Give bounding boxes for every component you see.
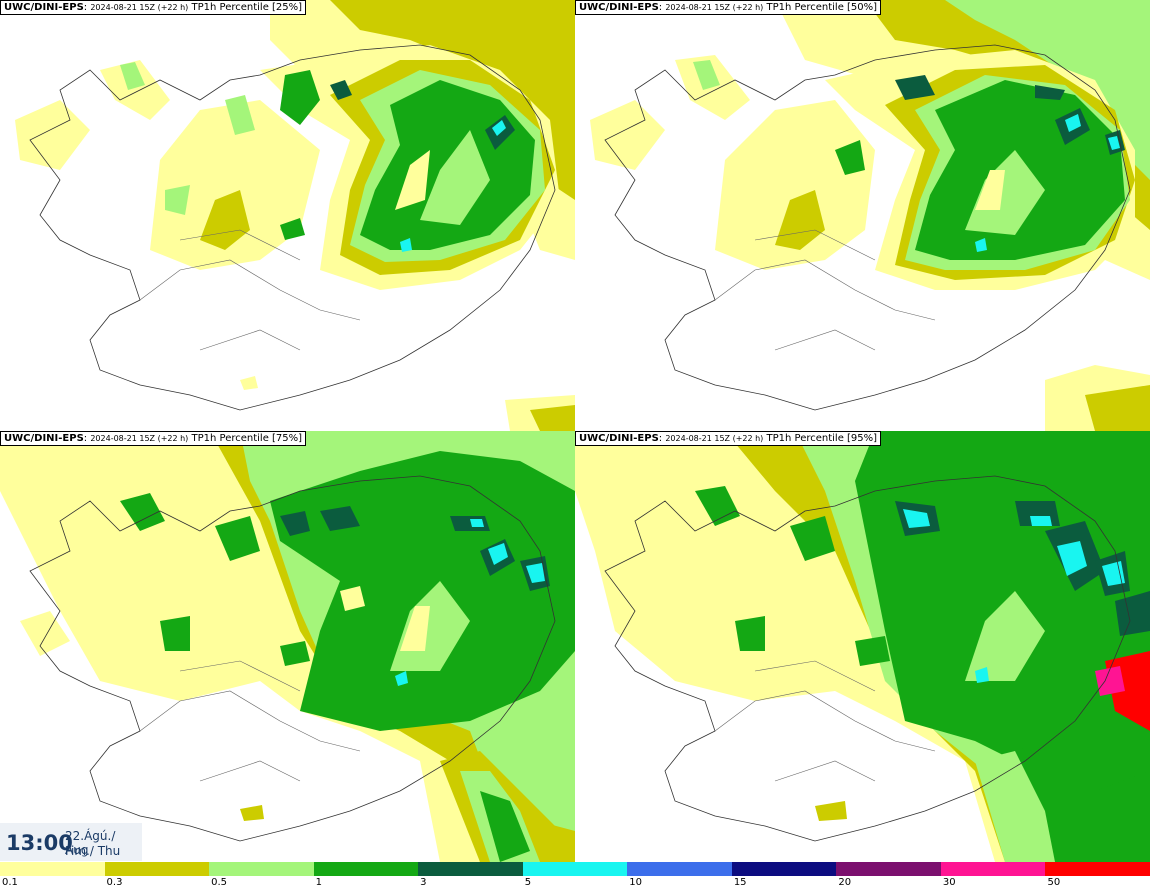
legend-label: 1 [315,877,322,888]
model-name: UWC/DINI-EPS [4,433,84,444]
legend-label: 10 [629,877,642,888]
field-name: TP1h Percentile [95%] [766,433,878,444]
color-legend: 0.1 0.3 0.5 1 3 5 10 15 20 30 50 [0,862,1150,891]
panel-title: UWC/DINI-EPS: 2024-08-21 15Z (+22 h) TP1… [0,0,307,15]
model-name: UWC/DINI-EPS [579,2,659,13]
map-panel-p75: UWC/DINI-EPS: 2024-08-21 15Z (+22 h) TP1… [0,431,575,862]
model-name: UWC/DINI-EPS [579,433,659,444]
run-info: 2024-08-21 15Z (+22 h) [90,3,189,12]
panel-title: UWC/DINI-EPS: 2024-08-21 15Z (+22 h) TP1… [575,431,882,446]
run-info: 2024-08-21 15Z (+22 h) [665,434,764,443]
legend-label: 20 [838,877,852,888]
legend-swatch [418,862,524,876]
map-panel-p95: UWC/DINI-EPS: 2024-08-21 15Z (+22 h) TP1… [575,431,1150,862]
map-panel-p25: UWC/DINI-EPS: 2024-08-21 15Z (+22 h) TP1… [0,0,575,431]
field-name: TP1h Percentile [75%] [191,433,303,444]
valid-time-clock: 13:00 [6,831,73,855]
precip-map-p25 [15,0,575,431]
precip-map-p50 [590,0,1150,431]
legend-swatch [0,862,106,876]
panel-title: UWC/DINI-EPS: 2024-08-21 15Z (+22 h) TP1… [0,431,307,446]
legend-swatch [627,862,733,876]
field-name: TP1h Percentile [25%] [191,2,303,13]
legend-swatch [522,862,629,876]
legend-swatch [836,862,942,876]
run-info: 2024-08-21 15Z (+22 h) [665,3,764,12]
model-name: UWC/DINI-EPS [4,2,84,13]
map-panel-p50: UWC/DINI-EPS: 2024-08-21 15Z (+22 h) TP1… [575,0,1150,431]
legend-swatch [731,862,838,876]
legend-swatch [1045,862,1150,876]
legend-label: 50 [1047,877,1061,888]
legend-label: 30 [942,877,956,888]
legend-label: 15 [733,877,747,888]
precip-map-p95 [575,431,1150,862]
valid-time-box: 13:00 22.Ágú./ Aug Fim./ Thu [0,823,142,861]
legend-color-bar [0,862,1150,876]
legend-swatch [313,862,420,876]
legend-swatch [940,862,1047,876]
legend-label: 3 [420,877,427,888]
panel-title: UWC/DINI-EPS: 2024-08-21 15Z (+22 h) TP1… [575,0,882,15]
run-info: 2024-08-21 15Z (+22 h) [90,434,189,443]
valid-weekday: Fim./ Thu [65,844,121,858]
legend-label: 0.5 [211,877,227,888]
valid-date: 22.Ágú./ Aug [65,829,116,857]
precip-map-p75 [0,431,575,862]
legend-swatch [104,862,211,876]
legend-label: 0.1 [2,877,18,888]
legend-label: 0.3 [106,877,123,888]
field-name: TP1h Percentile [50%] [766,2,878,13]
legend-swatch [209,862,315,876]
legend-label: 5 [524,877,532,888]
